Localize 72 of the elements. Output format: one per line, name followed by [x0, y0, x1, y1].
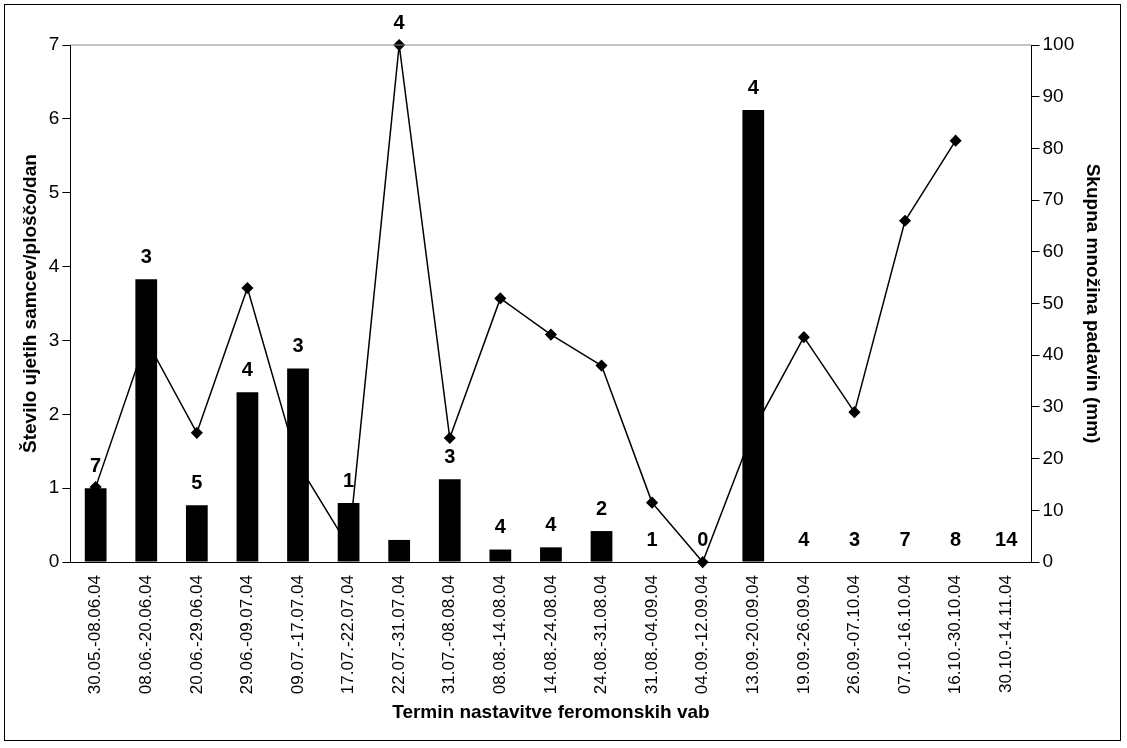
annotation: 3: [444, 444, 456, 467]
annotation: 4: [798, 527, 811, 550]
y2-tick-label: 70: [1042, 188, 1064, 210]
x-tick-label: 26.09.-07.10.04: [844, 575, 864, 695]
point: [595, 359, 608, 372]
point: [444, 432, 456, 444]
annotation: 14: [995, 527, 1019, 550]
point: [191, 427, 203, 439]
annotation: 4: [393, 10, 406, 33]
annotation: 4: [494, 515, 507, 538]
annotation: 2: [595, 496, 608, 519]
x-tick-label: 19.09.-26.09.04: [793, 575, 813, 695]
y-tick-label: 4: [48, 254, 60, 276]
x-tick-label: 04.09.-12.09.04: [692, 575, 712, 695]
point: [949, 134, 962, 147]
annotation: 4: [545, 512, 558, 535]
y2-tick-label: 90: [1042, 84, 1064, 106]
point: [848, 406, 861, 418]
annotation: 3: [140, 244, 152, 267]
point: [899, 215, 911, 227]
x-tick-label: 22.07.-31.07.04: [388, 575, 408, 695]
x-tick-label: 08.08.-14.08.04: [490, 575, 510, 695]
point: [241, 282, 254, 294]
annotation: 3: [292, 334, 304, 357]
annotation: 0: [697, 527, 709, 550]
y2-tick-label: 0: [1042, 550, 1054, 572]
x-tick-label: 29.06.-09.07.04: [237, 575, 257, 695]
x-tick-label: 07.10.-16.10.04: [894, 575, 914, 695]
point: [798, 331, 810, 343]
annotation: 4: [241, 357, 254, 380]
y2-tick-label: 80: [1042, 136, 1064, 158]
y-tick-label: 0: [48, 550, 60, 572]
annotation: 3: [848, 527, 861, 550]
annotation: 1: [646, 527, 658, 550]
y-axis-title: Število ujetih samcev/ploščo/dan: [18, 154, 40, 453]
x-tick-label: 17.07.-22.07.04: [338, 575, 358, 695]
annotation: 5: [191, 470, 203, 493]
y2-tick-label: 50: [1042, 291, 1064, 313]
x-tick-label: 20.06.-29.06.04: [186, 575, 206, 695]
y2-tick-label: 30: [1042, 395, 1064, 417]
point: [545, 328, 557, 341]
y2-tick-label: 20: [1042, 446, 1064, 468]
point: [494, 292, 507, 305]
point: [646, 496, 658, 509]
x-tick-label: 31.08.-04.09.04: [641, 575, 661, 695]
point: [696, 556, 709, 568]
x-axis-title: Termin nastavitve feromonskih vab: [392, 700, 710, 722]
y-tick-label: 7: [48, 33, 60, 55]
y2-tick-label: 100: [1042, 33, 1075, 55]
x-tick-label: 13.09.-20.09.04: [742, 575, 762, 695]
annotation: 7: [899, 527, 911, 550]
y2-tick-label: 10: [1042, 498, 1064, 520]
annotation: 1: [343, 468, 355, 491]
y2-tick-label: 40: [1042, 343, 1064, 365]
y-tick-label: 3: [48, 328, 60, 350]
y-tick-label: 5: [48, 180, 60, 202]
x-tick-label: 31.07.-08.08.04: [439, 575, 459, 695]
x-tick-label: 16.10.-30.10.04: [945, 575, 965, 695]
x-tick-label: 30.10.-14.11.04: [995, 575, 1015, 693]
annotation: 7: [90, 453, 102, 476]
y-tick-label: 1: [48, 476, 60, 498]
y2-axis-title: Skupna množina padavin (mm): [1083, 163, 1105, 444]
y-tick-label: 2: [48, 402, 60, 424]
x-tick-label: 14.08.-24.08.04: [540, 575, 560, 695]
y-tick-label: 6: [48, 107, 60, 129]
y2-tick-label: 60: [1042, 240, 1064, 262]
annotation: 8: [950, 527, 962, 550]
x-tick-label: 08.06.-20.06.04: [135, 575, 155, 695]
annotation: 4: [747, 75, 760, 98]
x-tick-label: 09.07.-17.07.04: [287, 575, 307, 695]
x-tick-label: 30.05.-08.06.04: [85, 575, 105, 695]
x-tick-label: 24.08.-31.08.04: [591, 575, 611, 695]
